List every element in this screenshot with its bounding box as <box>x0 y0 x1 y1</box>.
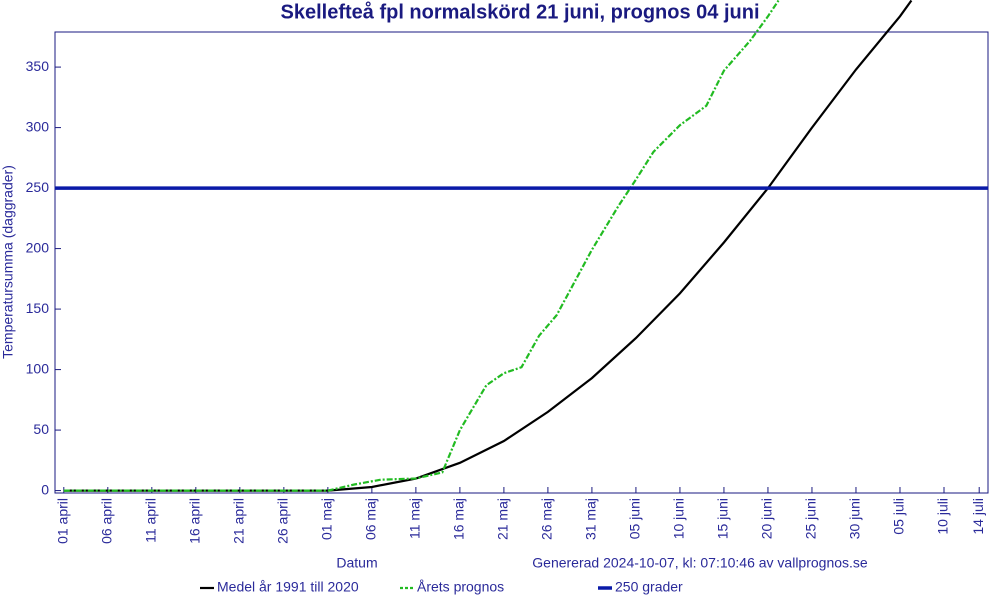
x-tick-label: 16 april <box>187 498 203 544</box>
x-tick-label: 01 maj <box>319 498 335 540</box>
x-tick-label: 05 juli <box>891 498 907 535</box>
x-tick-label: 26 april <box>275 498 291 544</box>
chart-title: Skellefteå fpl normalskörd 21 juni, prog… <box>281 0 760 23</box>
x-tick-label: 01 april <box>55 498 71 544</box>
x-tick-label: 26 maj <box>539 498 555 540</box>
x-tick-label: 16 maj <box>451 498 467 540</box>
y-tick-label: 200 <box>26 239 50 255</box>
x-tick-label: 10 juli <box>935 498 951 535</box>
x-tick-label: 30 juni <box>847 498 863 539</box>
x-tick-label: 06 maj <box>363 498 379 540</box>
legend-label: 250 grader <box>615 579 683 595</box>
plot-area <box>54 31 989 494</box>
y-axis-label: Temperatursumma (daggrader) <box>0 165 16 359</box>
x-tick-label: 20 juni <box>759 498 775 539</box>
x-tick-label: 31 maj <box>583 498 599 540</box>
series-line <box>63 0 780 492</box>
x-tick-label: 14 juli <box>970 498 986 535</box>
y-tick-label: 350 <box>26 58 50 74</box>
y-tick-label: 50 <box>33 421 49 437</box>
x-tick-label: 21 april <box>231 498 247 544</box>
x-tick-label: 15 juni <box>715 498 731 539</box>
y-tick-label: 100 <box>26 360 50 376</box>
x-tick-label: 05 juni <box>627 498 643 539</box>
x-tick-label: 21 maj <box>495 498 511 540</box>
x-tick-label: 11 maj <box>407 498 423 539</box>
x-tick-label: 06 april <box>99 498 115 544</box>
x-tick-label: 25 juni <box>803 498 819 539</box>
y-tick-label: 150 <box>26 300 50 316</box>
annotation: Genererad 2024-10-07, kl: 07:10:46 av va… <box>532 555 868 571</box>
series-line <box>63 0 913 492</box>
x-axis-label: Datum <box>336 555 377 571</box>
x-tick-label: 10 juni <box>671 498 687 539</box>
x-tick-label: 11 april <box>143 498 159 543</box>
legend-label: Medel år 1991 till 2020 <box>217 579 359 595</box>
legend-label: Årets prognos <box>417 579 504 595</box>
y-tick-label: 0 <box>41 481 49 497</box>
y-tick-label: 300 <box>26 118 50 134</box>
y-tick-label: 250 <box>26 179 50 195</box>
